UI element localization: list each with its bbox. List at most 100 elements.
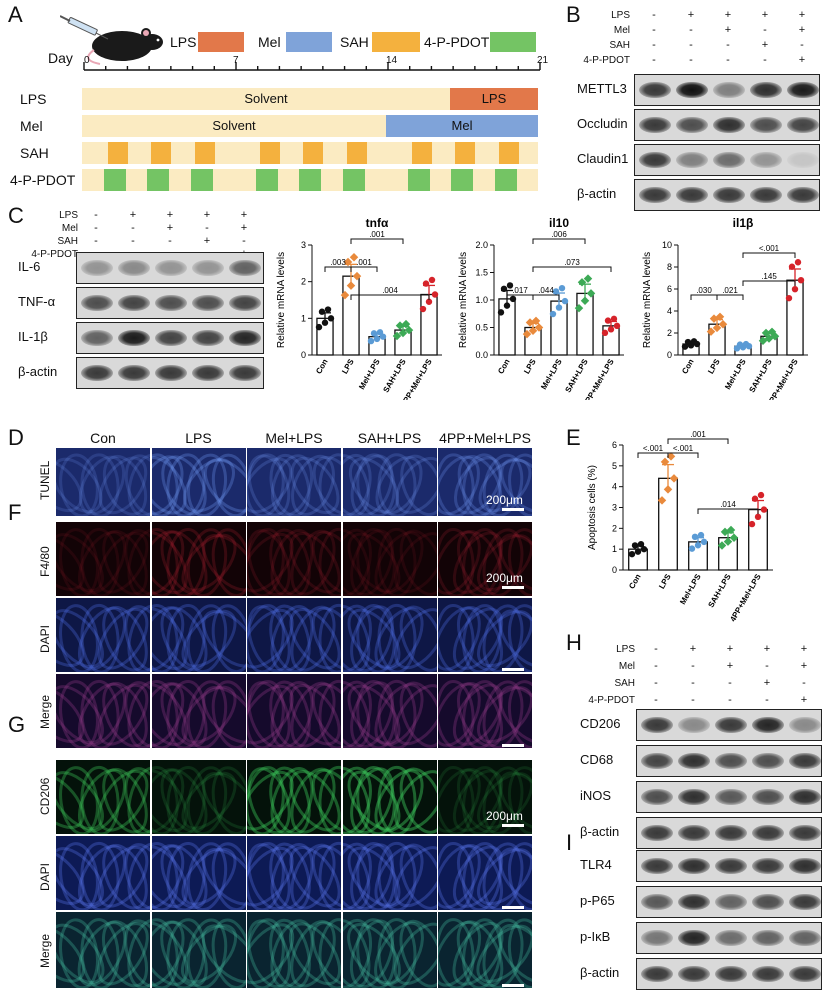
row-label-merge1: Merge (38, 694, 52, 729)
protein-band (789, 929, 821, 947)
y-tick-label: 0.5 (475, 323, 488, 333)
condition-sign: - (94, 222, 98, 234)
protein-label: TLR4 (580, 857, 612, 872)
crypt-shape (318, 841, 341, 910)
crypt-shape (159, 682, 208, 747)
crypt-shape (269, 453, 311, 516)
crypt-shape (318, 603, 341, 672)
crypt-shape (165, 841, 206, 910)
crypt-shape (97, 922, 149, 986)
crypt-shape (373, 845, 424, 909)
crypt-shape (349, 529, 394, 596)
y-tick-label: 10 (662, 240, 672, 250)
pdot-dose-mark (104, 169, 126, 191)
sah-dose-mark (411, 142, 432, 164)
crypt-shape (102, 681, 148, 748)
mel-solvent-bar: Solvent (82, 115, 386, 137)
crypt-shape (269, 680, 311, 748)
crypt-shape (201, 685, 246, 744)
crypt-shape (186, 604, 227, 672)
crypt-shape (97, 607, 149, 670)
crypt-shape (127, 453, 150, 516)
protein-band (678, 752, 710, 770)
protein-band (81, 259, 113, 277)
chart-tnfa: tnfα 0 1 2 3 Relative mRNA levels Con LPS Mel+LP… (276, 216, 442, 400)
protein-band (752, 752, 784, 770)
x-tick-label: Con (314, 357, 330, 375)
protein-band (787, 186, 819, 204)
crypt-shape (159, 920, 208, 987)
p-value-label: .073 (564, 258, 580, 267)
protein-band (155, 294, 187, 312)
crypt-shape (456, 530, 504, 596)
crypt-shape (452, 607, 504, 670)
crypt-shape (151, 769, 188, 833)
scale-bar (502, 668, 524, 671)
crypt-shape (102, 529, 148, 596)
crypt-shape (270, 767, 314, 834)
crypt-shape (124, 605, 150, 672)
tissue-pattern (56, 527, 150, 596)
crypt-shape (151, 607, 188, 671)
crypt-shape (508, 453, 532, 516)
y-tick-label: 8 (667, 262, 672, 272)
protein-band (678, 857, 710, 875)
data-point (628, 550, 636, 558)
crypt-shape (498, 923, 532, 984)
crypt-shape (151, 844, 184, 910)
data-point (549, 310, 557, 318)
crypt-shape (342, 453, 372, 516)
crypt-shape (151, 680, 179, 748)
tissue-pattern (342, 841, 437, 910)
x-tick-label: Con (627, 572, 643, 590)
protein-label: IL-6 (18, 259, 41, 274)
legend-label-0: LPS (170, 34, 197, 50)
protein-band (229, 259, 261, 277)
crypt-shape (507, 604, 532, 672)
protein-label: iNOS (580, 788, 612, 803)
crypt-shape (151, 456, 187, 515)
tissue-pattern (56, 765, 150, 834)
condition-label: Mel (618, 661, 635, 672)
mel-solvent-text: Solvent (212, 118, 256, 133)
scale-bar-label: 200μm (486, 493, 523, 507)
crypt-shape (127, 766, 150, 834)
panel-label-d: D (8, 425, 24, 450)
blot-strip (636, 745, 822, 777)
condition-sign: - (800, 39, 804, 51)
crypt-shape (342, 604, 372, 672)
condition-sign: - (691, 677, 695, 689)
protein-label: p-IκB (580, 929, 611, 944)
condition-sign: - (652, 39, 656, 51)
blot-strip (76, 287, 264, 319)
crypt-shape (438, 841, 475, 910)
crypt-shape (59, 528, 99, 596)
condition-sign: + (800, 643, 808, 655)
crypt-shape (355, 918, 396, 988)
significance-bracket (350, 238, 404, 244)
x-tick-label: Con (496, 357, 512, 375)
condition-sign: - (726, 54, 730, 66)
protein-band (715, 824, 747, 842)
data-point (534, 323, 544, 332)
protein-band (639, 116, 671, 134)
crypt-shape (186, 453, 227, 516)
data-point (419, 305, 427, 313)
crypt-shape (355, 453, 396, 516)
protein-label: Occludin (577, 116, 628, 131)
p-value-label: .021 (722, 286, 738, 295)
sah-dose-mark (107, 142, 128, 164)
protein-band (752, 929, 784, 947)
condition-sign: - (654, 643, 658, 655)
protein-band (678, 893, 710, 911)
day-label: Day (48, 50, 73, 66)
y-tick-label: 4 (612, 482, 617, 492)
crypt-shape (77, 768, 127, 833)
crypt-shape (476, 534, 532, 592)
crypt-shape (181, 533, 236, 592)
p-value-label: .014 (720, 500, 736, 509)
crypt-shape (151, 845, 188, 909)
crypt-shape (482, 842, 524, 910)
crypt-shape (56, 534, 85, 591)
crypt-shape (56, 685, 104, 745)
